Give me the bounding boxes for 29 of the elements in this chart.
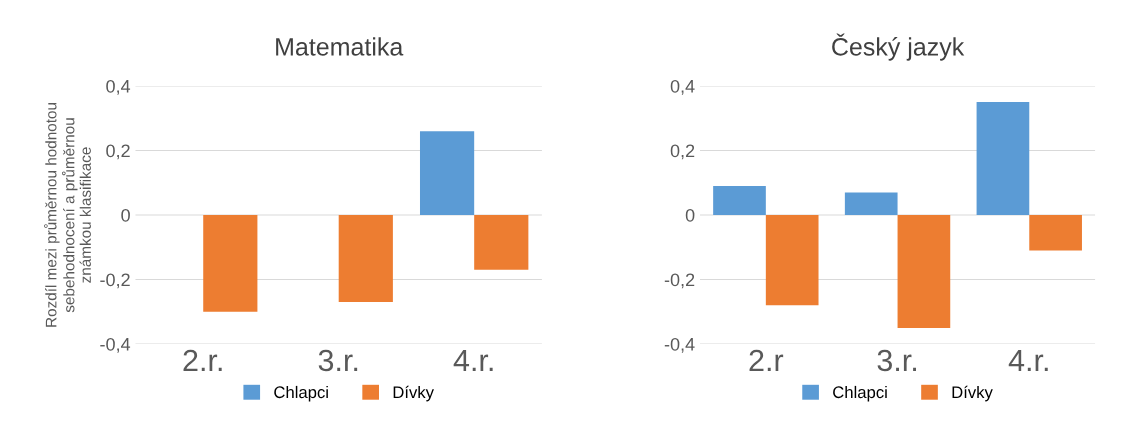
y-tick-label: 0 (685, 208, 695, 222)
y-tick-label: -0,4 (664, 337, 695, 353)
bar (844, 192, 898, 215)
x-tick-label: 2.r (749, 349, 784, 371)
bar (897, 215, 951, 328)
y-axis-title: Rozdíl mezi průměrnou hodnotou sebehodnocení a průměrnou známkou klasifikace (44, 103, 91, 327)
x-tick-label: 2.r. (183, 349, 222, 371)
bar (1029, 215, 1082, 251)
legend-label: Chlapci (274, 385, 328, 402)
y-tick-label: 0,2 (670, 144, 695, 160)
x-tick-label: 4.r. (453, 349, 493, 371)
x-tick-label: 4.r. (1008, 349, 1048, 371)
y-tick-label: 0,2 (106, 144, 130, 160)
y-tick-label: -0,4 (100, 337, 131, 353)
bar (976, 102, 1030, 215)
bar (765, 215, 819, 306)
chart-title: Český jazyk (832, 33, 965, 61)
y-tick-label: 0,4 (670, 79, 695, 95)
y-tick-label: 0 (121, 208, 130, 222)
legend-label: Dívky (393, 385, 434, 402)
y-tick-label: 0,4 (106, 79, 131, 95)
x-tick-label: 3.r. (877, 349, 916, 372)
legend-label: Dívky (952, 385, 993, 402)
legend-label: Chlapci (833, 385, 887, 402)
x-tick-label: 3.r. (318, 349, 358, 372)
bar (713, 185, 766, 215)
chart-title: Matematika (276, 37, 404, 56)
y-tick-label: -0,2 (100, 273, 130, 289)
y-tick-label: -0,2 (664, 273, 695, 289)
